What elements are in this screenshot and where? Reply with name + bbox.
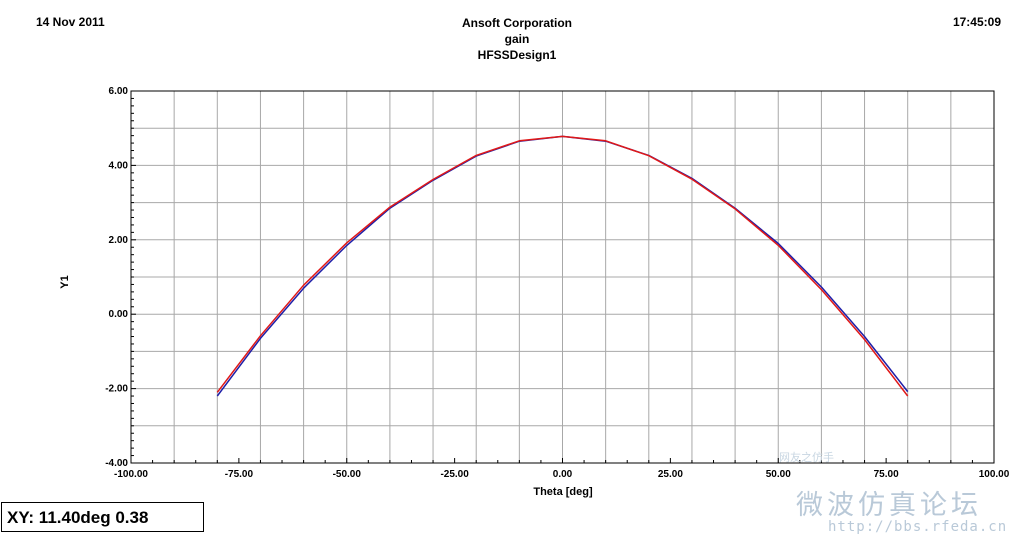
watermark-chinese-text: 微波仿真论坛: [796, 490, 982, 521]
plot-date: 14 Nov 2011: [36, 15, 105, 29]
series-line-2: [216, 135, 909, 397]
cursor-readout: XY: 11.40deg 0.38: [1, 502, 204, 532]
watermark-url: http://bbs.rfeda.cn: [828, 519, 1008, 535]
x-tick-label: -100.00: [114, 469, 148, 480]
y-tick-label: 4.00: [109, 160, 129, 171]
company-name: Ansoft Corporation: [462, 16, 572, 30]
x-tick-label: -25.00: [440, 469, 469, 480]
x-tick-label: 100.00: [979, 469, 1010, 480]
watermark: 网友之仿手 微波仿真论坛 http://bbs.rfeda.cn: [776, 445, 1016, 540]
watermark-small-text: 网友之仿手: [779, 452, 834, 464]
design-name: HFSSDesign1: [477, 48, 557, 62]
plot-title-block: Ansoft Corporation gain HFSSDesign1: [0, 15, 1034, 63]
x-tick-label: 50.00: [766, 469, 791, 480]
plot-name: gain: [504, 32, 530, 46]
y-tick-label: -4.00: [105, 458, 128, 469]
grid: [130, 90, 995, 464]
x-tick-label: 75.00: [874, 469, 899, 480]
plot-time: 17:45:09: [952, 15, 1001, 29]
x-tick-label: -75.00: [225, 469, 254, 480]
y-tick-label: 2.00: [109, 235, 129, 246]
series: [216, 135, 909, 397]
y-tick-label: 0.00: [109, 309, 129, 320]
x-tick-label: 0.00: [553, 469, 573, 480]
y-axis-label: Y1: [59, 275, 71, 288]
axes: [130, 90, 995, 464]
x-tick-label: -50.00: [333, 469, 362, 480]
y-tick-label: -2.00: [105, 384, 128, 395]
x-tick-label: 25.00: [658, 469, 683, 480]
x-axis-label: Theta [deg]: [533, 486, 593, 498]
y-tick-label: 6.00: [109, 86, 129, 97]
gain-chart[interactable]: -100.00 -75.00 -50.00 -25.00 0.00 25.00 50.00 7…: [0, 0, 1034, 500]
tick-labels: -100.00 -75.00 -50.00 -25.00 0.00 25.00 50.00 7…: [105, 86, 1010, 480]
